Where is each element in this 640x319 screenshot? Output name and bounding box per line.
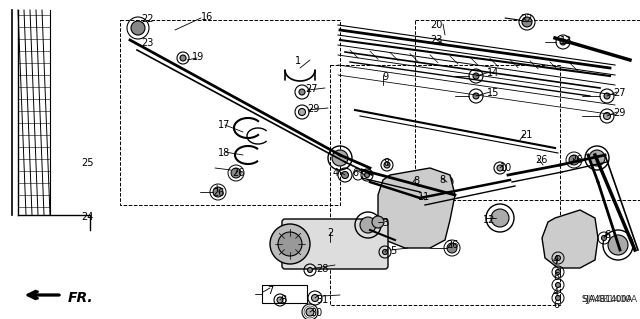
Text: 29: 29 xyxy=(613,108,625,118)
Text: 28: 28 xyxy=(316,264,328,274)
Text: 26: 26 xyxy=(232,168,244,178)
Text: 22: 22 xyxy=(520,14,532,24)
Text: 24: 24 xyxy=(81,212,93,222)
Circle shape xyxy=(602,235,607,241)
Circle shape xyxy=(608,235,628,255)
Text: 3: 3 xyxy=(382,218,388,228)
Circle shape xyxy=(307,268,312,272)
Circle shape xyxy=(604,113,611,120)
Text: 7: 7 xyxy=(267,286,273,296)
Text: 5: 5 xyxy=(390,246,396,256)
Text: SJA4B1400A: SJA4B1400A xyxy=(582,295,633,304)
Polygon shape xyxy=(542,210,598,268)
Circle shape xyxy=(556,256,561,261)
Circle shape xyxy=(312,294,319,301)
Circle shape xyxy=(270,224,310,264)
Text: 8: 8 xyxy=(280,295,286,305)
Circle shape xyxy=(180,55,186,61)
Text: 17: 17 xyxy=(218,120,230,130)
Text: 26: 26 xyxy=(446,240,458,250)
Bar xyxy=(330,65,560,305)
Circle shape xyxy=(444,179,450,185)
Text: 10: 10 xyxy=(500,163,512,173)
Circle shape xyxy=(299,89,305,95)
Circle shape xyxy=(473,73,479,79)
Circle shape xyxy=(556,283,561,287)
Text: SJA4B1400A: SJA4B1400A xyxy=(582,295,637,304)
Text: 6: 6 xyxy=(352,168,358,178)
Text: 13: 13 xyxy=(560,36,572,46)
Text: 8: 8 xyxy=(439,175,445,185)
Text: 8: 8 xyxy=(383,158,389,168)
Circle shape xyxy=(131,21,145,35)
Text: 4: 4 xyxy=(553,288,559,298)
Circle shape xyxy=(556,295,561,300)
Text: 12: 12 xyxy=(483,215,495,225)
Text: 26: 26 xyxy=(570,155,582,165)
Circle shape xyxy=(447,243,457,253)
Text: 18: 18 xyxy=(218,148,230,158)
Circle shape xyxy=(560,39,566,45)
Text: 29: 29 xyxy=(307,104,319,114)
Text: 22: 22 xyxy=(141,14,154,24)
Circle shape xyxy=(306,308,314,316)
Text: 30: 30 xyxy=(310,308,323,318)
Bar xyxy=(262,285,307,303)
Circle shape xyxy=(410,179,416,185)
Text: 23: 23 xyxy=(141,38,154,48)
Text: 20: 20 xyxy=(430,20,442,30)
Text: 1: 1 xyxy=(295,56,301,66)
Circle shape xyxy=(522,17,532,27)
Text: 23: 23 xyxy=(430,35,442,45)
Text: 4: 4 xyxy=(553,255,559,265)
Circle shape xyxy=(213,187,223,197)
Text: 15: 15 xyxy=(487,88,499,98)
Bar xyxy=(120,20,340,205)
Circle shape xyxy=(473,93,479,99)
Circle shape xyxy=(231,168,241,178)
Circle shape xyxy=(589,150,605,166)
Text: 16: 16 xyxy=(201,12,213,22)
Circle shape xyxy=(416,191,434,209)
Text: 27: 27 xyxy=(305,84,317,94)
Text: 8: 8 xyxy=(413,176,419,186)
Bar xyxy=(415,20,640,200)
Circle shape xyxy=(298,108,305,115)
Circle shape xyxy=(360,217,376,233)
Text: 6: 6 xyxy=(553,272,559,282)
Circle shape xyxy=(383,249,387,255)
Polygon shape xyxy=(378,168,455,248)
Text: 19: 19 xyxy=(192,52,204,62)
Text: 14: 14 xyxy=(487,68,499,78)
Circle shape xyxy=(569,155,579,165)
Circle shape xyxy=(332,150,348,166)
Text: 27: 27 xyxy=(613,88,625,98)
Text: 26: 26 xyxy=(535,155,547,165)
Circle shape xyxy=(384,162,390,168)
Text: 6: 6 xyxy=(553,300,559,310)
Circle shape xyxy=(556,270,561,275)
Circle shape xyxy=(497,165,503,171)
FancyBboxPatch shape xyxy=(282,219,388,269)
Circle shape xyxy=(491,209,509,227)
Text: 26: 26 xyxy=(212,188,225,198)
Circle shape xyxy=(278,232,302,256)
Text: 9: 9 xyxy=(382,72,388,82)
Text: FR.: FR. xyxy=(68,291,93,305)
Text: 4: 4 xyxy=(333,168,339,178)
Text: 21: 21 xyxy=(520,130,532,140)
Circle shape xyxy=(277,297,283,303)
Text: 31: 31 xyxy=(316,295,328,305)
Circle shape xyxy=(342,172,349,179)
Circle shape xyxy=(372,216,384,228)
Circle shape xyxy=(365,173,369,177)
Text: 11: 11 xyxy=(418,192,430,202)
Text: 2: 2 xyxy=(327,228,333,238)
Circle shape xyxy=(604,93,610,99)
Text: 6: 6 xyxy=(604,230,610,240)
Text: 25: 25 xyxy=(81,158,93,168)
